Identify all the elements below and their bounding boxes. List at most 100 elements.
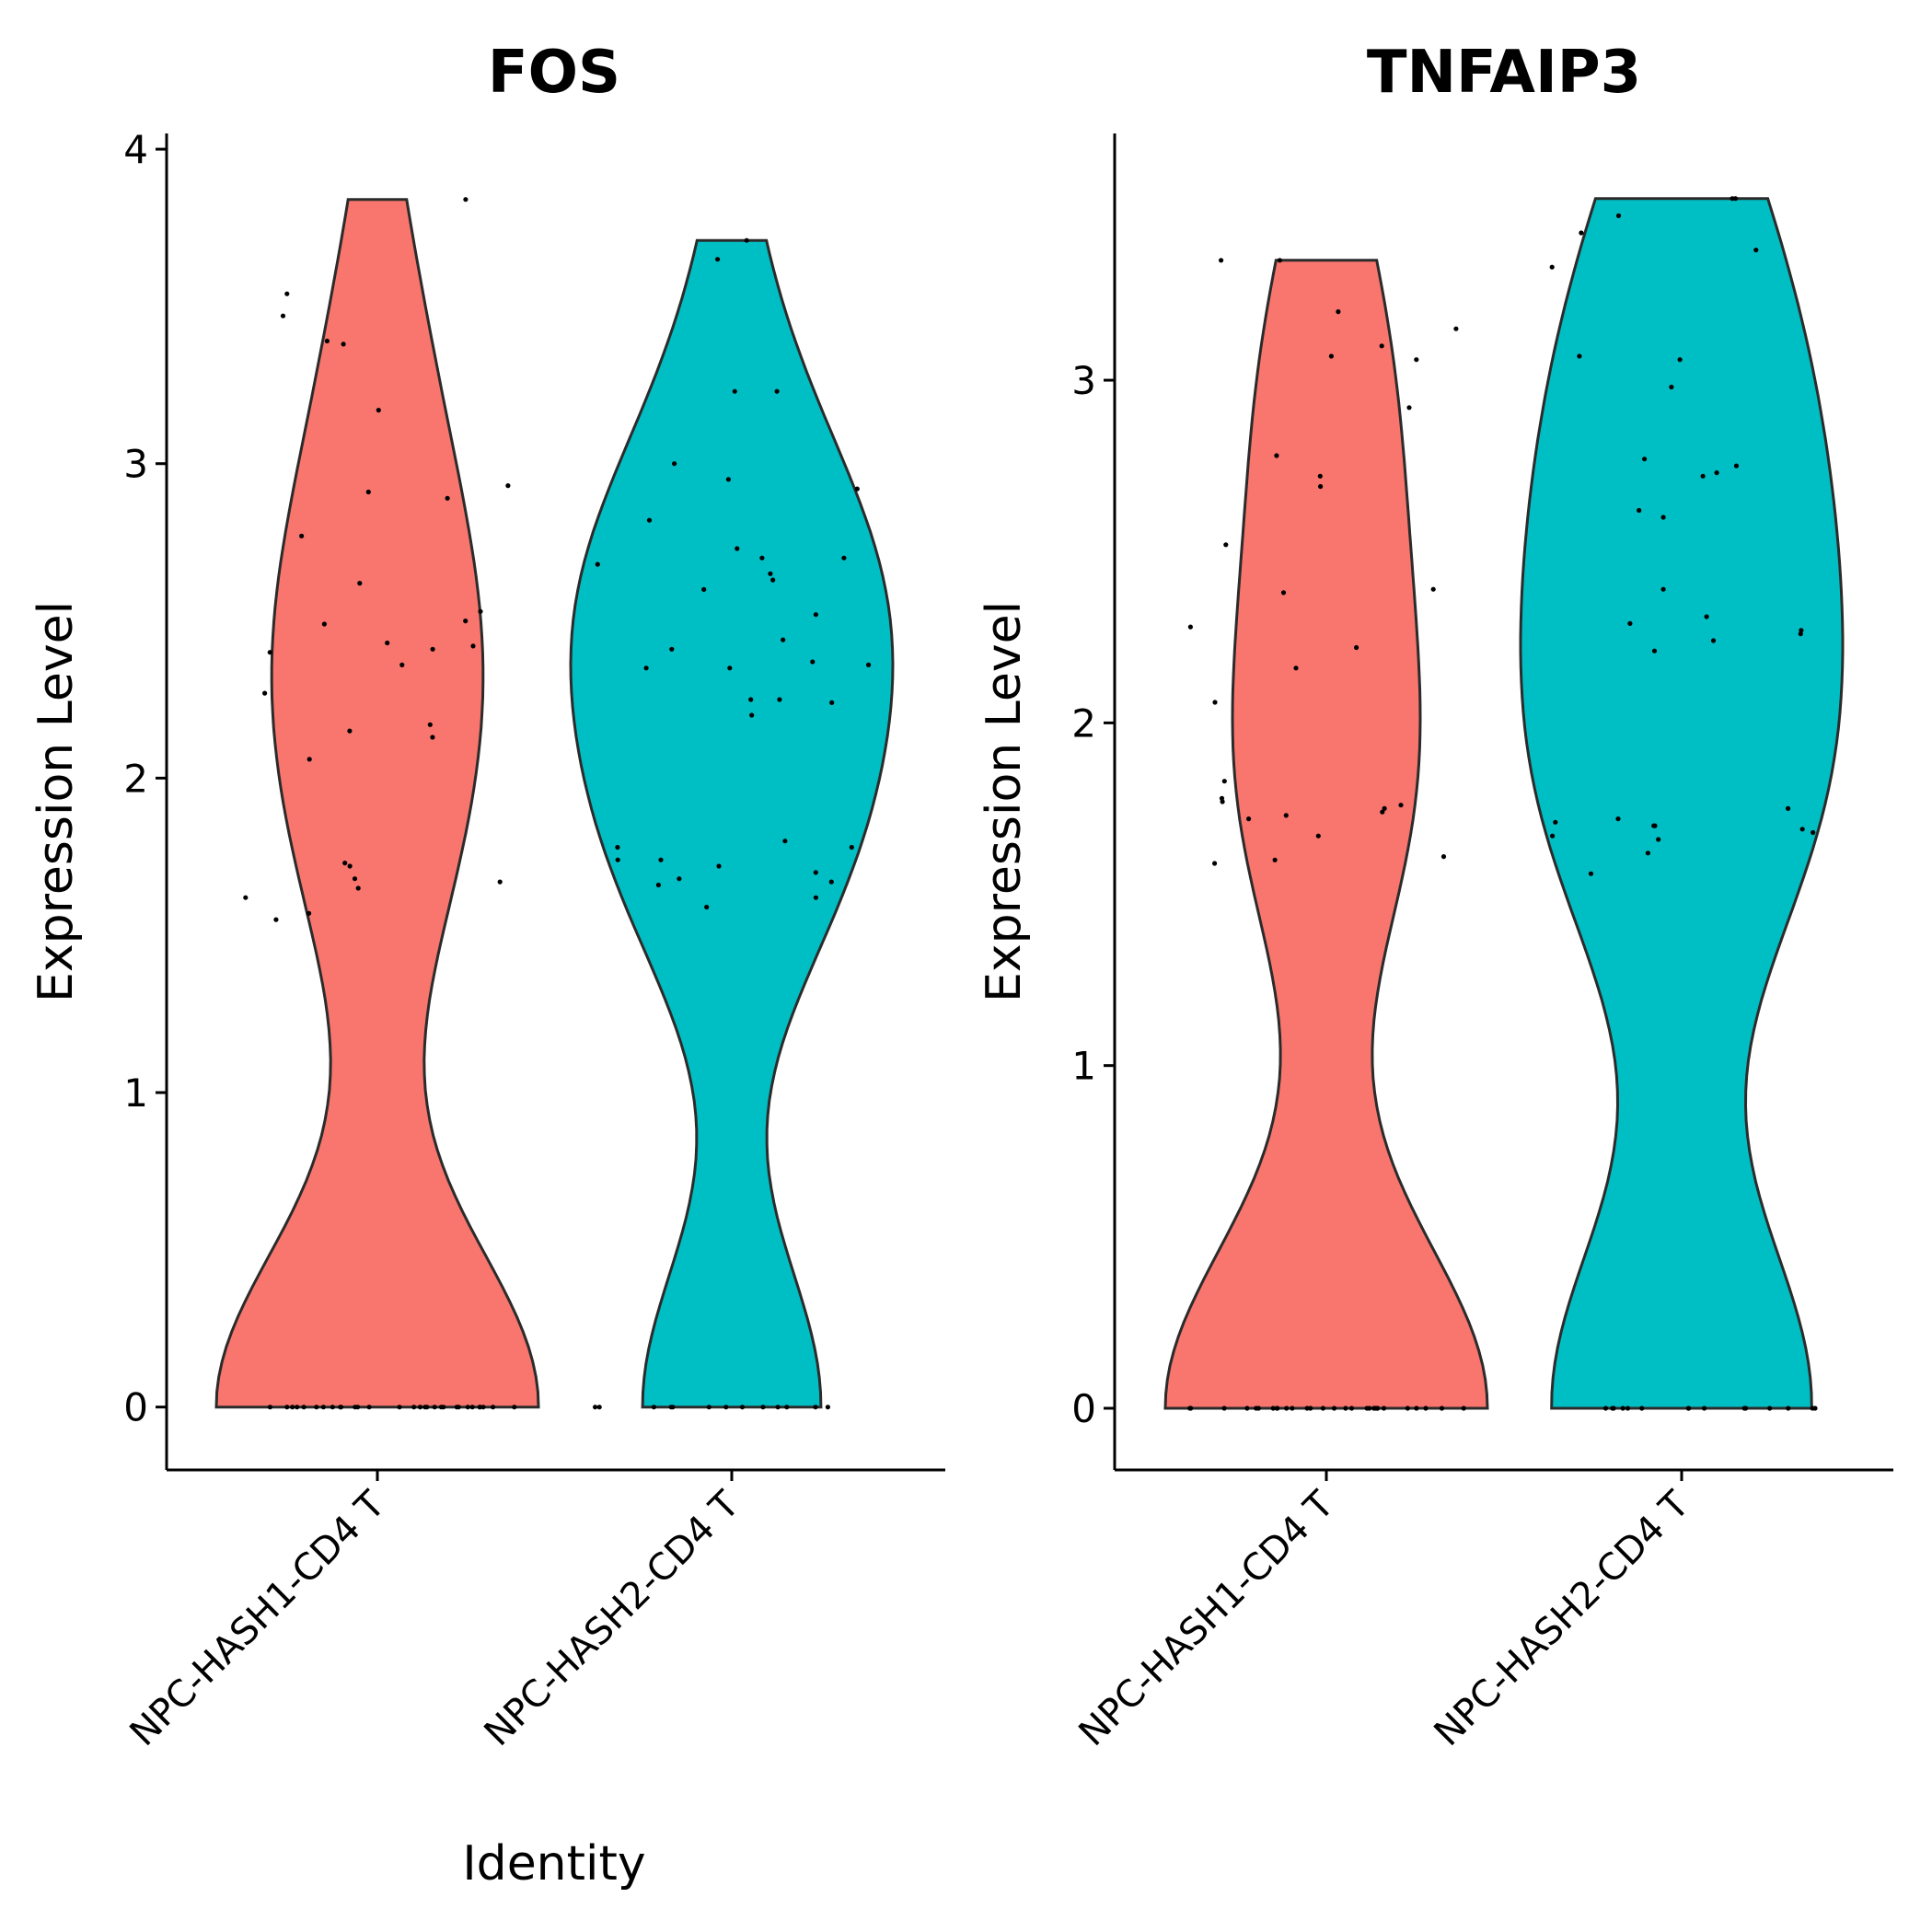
x-axis-title: Identity (462, 1836, 645, 1892)
data-point (1379, 343, 1384, 349)
data-point (672, 461, 677, 467)
data-point (1414, 357, 1419, 363)
y-tick-label: 4 (123, 127, 148, 172)
data-point (1637, 507, 1642, 514)
data-point (301, 1405, 307, 1410)
x-tick-label: NPC-HASH2-CD4 T (477, 1483, 748, 1754)
data-point (739, 1405, 746, 1410)
data-point (1810, 1406, 1815, 1411)
data-point (854, 486, 860, 492)
data-point (1277, 258, 1282, 263)
data-point (1811, 829, 1816, 836)
panel-fos: FOS Expression Level 0 1 2 3 4 NPC-HASH1-CD4 T N… (29, 39, 945, 1754)
data-point (1270, 1406, 1276, 1411)
x-tick-label: NPC-HASH2-CD4 T (1427, 1483, 1698, 1754)
y-tick-label: 0 (1071, 1386, 1096, 1431)
data-point (775, 1405, 781, 1410)
data-point (829, 700, 835, 706)
data-point (347, 728, 353, 734)
data-point (1656, 837, 1661, 842)
data-point (330, 1405, 335, 1410)
data-point (749, 712, 755, 718)
data-point (1304, 1406, 1310, 1411)
data-point (1380, 809, 1385, 815)
y-tick-label: 1 (123, 1070, 148, 1116)
data-point (1453, 326, 1459, 331)
data-point (1799, 827, 1805, 832)
data-point (1700, 473, 1706, 479)
data-point (432, 1405, 437, 1410)
data-point (267, 650, 272, 655)
data-point (341, 341, 346, 347)
x-tick-label: NPC-HASH1-CD4 T (122, 1483, 394, 1754)
data-point (643, 665, 649, 671)
data-point (307, 910, 312, 916)
panel-tnfaip3: TNFAIP3 Expression Level 0 1 2 3 NPC-HASH1-CD4… (977, 39, 1893, 1754)
data-point (774, 388, 780, 394)
data-point (1354, 644, 1359, 651)
data-point (1328, 353, 1334, 359)
data-point (748, 697, 754, 702)
data-point (365, 489, 371, 495)
data-point (1187, 624, 1193, 630)
data-point (723, 1405, 729, 1410)
data-point (284, 291, 290, 296)
data-point (299, 533, 305, 538)
data-point (770, 577, 776, 583)
data-point (1625, 1406, 1631, 1411)
data-point (1651, 823, 1657, 828)
data-point (1187, 1406, 1193, 1411)
y-tick-label: 1 (1071, 1044, 1096, 1089)
data-point (704, 904, 710, 910)
data-point (512, 1405, 517, 1410)
data-point (430, 735, 435, 740)
data-point (1414, 1406, 1419, 1411)
data-point (810, 659, 816, 665)
data-point (1579, 230, 1584, 236)
data-point (615, 844, 620, 850)
data-point (290, 1405, 295, 1410)
data-point (1620, 1406, 1625, 1411)
data-point (1220, 799, 1225, 804)
data-point (813, 1405, 818, 1410)
data-point (849, 844, 854, 850)
data-point (1430, 586, 1436, 592)
data-point (782, 839, 788, 844)
data-point (273, 917, 279, 922)
data-point (470, 643, 476, 649)
data-point (1786, 805, 1791, 812)
violin-2 (569, 238, 895, 1409)
data-point (1588, 871, 1594, 876)
data-point (352, 876, 358, 882)
data-point (725, 477, 732, 482)
data-point (1317, 473, 1323, 479)
data-point (1645, 850, 1650, 856)
data-point (355, 885, 361, 891)
data-point (841, 555, 847, 561)
data-point (595, 561, 600, 567)
data-point (427, 722, 433, 727)
data-point (716, 863, 722, 869)
data-point (759, 555, 765, 561)
data-point (781, 637, 786, 642)
data-point (1367, 1406, 1372, 1411)
data-point (1615, 213, 1622, 218)
data-point (366, 1405, 372, 1410)
data-point (1254, 1406, 1259, 1411)
data-point (1212, 861, 1218, 866)
data-point (284, 1405, 290, 1410)
data-point (651, 1405, 657, 1410)
data-point (1714, 469, 1719, 476)
y-tick-label: 3 (123, 442, 148, 487)
data-point (1221, 1406, 1227, 1411)
data-point (669, 646, 675, 652)
data-point (267, 1405, 272, 1410)
data-point (706, 1405, 711, 1410)
data-point (505, 483, 511, 489)
y-axis-title: Expression Level (977, 601, 1032, 1002)
data-point (1336, 309, 1341, 315)
data-point (1440, 854, 1447, 860)
data-point (1212, 700, 1218, 705)
data-point (1461, 1406, 1466, 1411)
